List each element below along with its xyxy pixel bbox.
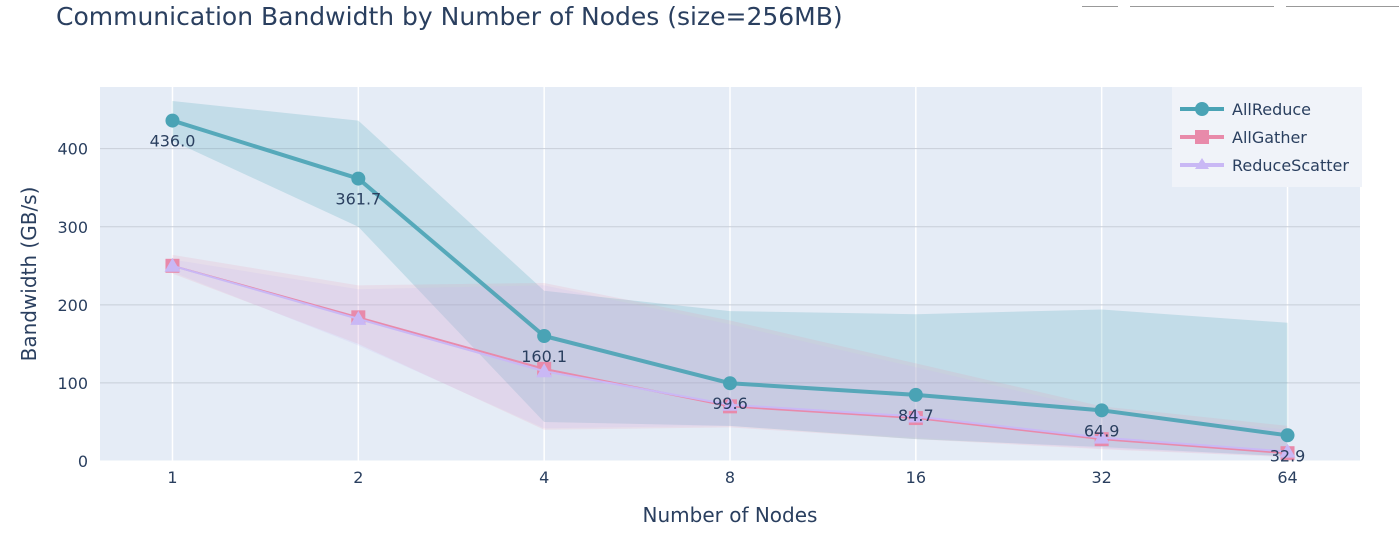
data-point [350,310,367,325]
x-tick-label: 32 [1092,468,1112,487]
modebar-group[interactable] [1082,6,1118,7]
data-point [351,171,366,186]
data-point [536,363,553,378]
data-point [908,387,923,402]
y-tick-label: 0 [78,452,88,471]
data-point [165,113,180,128]
x-tick-label: 8 [725,468,735,487]
data-label: 361.7 [335,190,381,209]
confidence-band-reducescatter [172,259,1288,457]
x-tick-label: 16 [906,468,926,487]
legend-circle-icon [1195,102,1209,116]
data-point [723,376,737,391]
data-point [907,408,924,423]
y-tick-label: 400 [57,140,88,159]
confidence-band-allgather [172,254,1288,458]
data-point [537,328,552,343]
modebar-group[interactable] [1286,6,1399,7]
data-point [164,257,181,272]
x-axis-title: Number of Nodes [643,503,818,527]
data-label: 436.0 [150,132,196,151]
y-tick-label: 200 [57,296,88,315]
data-point [722,396,738,411]
confidence-band-allreduce [172,101,1288,457]
x-tick-label: 2 [353,468,363,487]
legend: AllReduce AllGather ReduceScatter [1172,87,1362,187]
legend-square-icon [1195,130,1209,144]
x-tick-label: 64 [1277,468,1297,487]
legend-label[interactable]: ReduceScatter [1232,156,1349,175]
data-point [1094,403,1109,418]
data-point [1280,428,1295,443]
legend-triangle-icon [1195,158,1209,169]
modebar-group[interactable] [1130,6,1274,7]
data-label: 32.9 [1270,446,1306,465]
y-axis-title: Bandwidth (GB/s) [17,187,41,362]
legend-label[interactable]: AllReduce [1232,100,1311,119]
legend-label[interactable]: AllGather [1232,128,1307,147]
x-tick-label: 1 [167,468,177,487]
data-point [1279,443,1296,458]
data-label: 84.7 [898,406,934,425]
data-point [1093,429,1110,444]
y-tick-label: 100 [57,374,88,393]
y-tick-label: 300 [57,218,88,237]
x-tick-label: 4 [539,468,549,487]
chart-title: Communication Bandwidth by Number of Nod… [56,2,843,31]
data-label: 64.9 [1084,421,1120,440]
data-label: 99.6 [712,394,748,413]
data-label: 160.1 [521,347,567,366]
